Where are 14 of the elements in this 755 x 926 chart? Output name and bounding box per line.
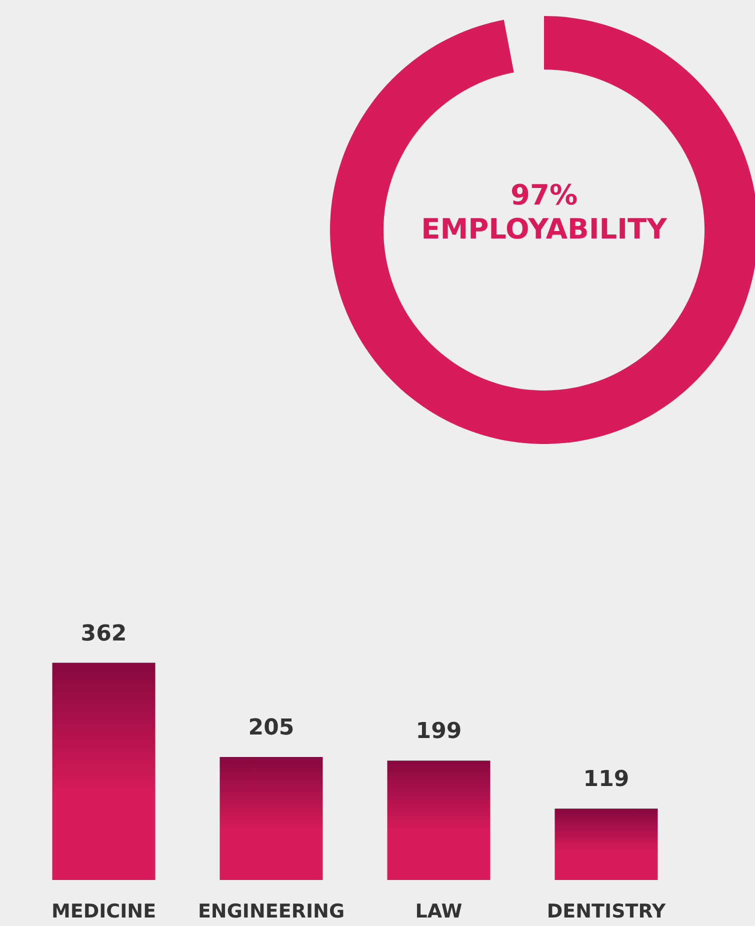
bar bbox=[220, 757, 323, 880]
data-label: 205 bbox=[248, 716, 294, 740]
text: 97% bbox=[510, 178, 578, 212]
bar bbox=[387, 760, 490, 880]
data-label: 362 bbox=[80, 621, 127, 646]
x-tick-label: MEDICINE bbox=[51, 900, 156, 922]
data-label: 199 bbox=[416, 719, 462, 744]
x-tick-label: DENTISTRY bbox=[546, 900, 666, 922]
data-label: 119 bbox=[583, 767, 630, 792]
x-tick-label: LAW bbox=[415, 900, 462, 922]
bar bbox=[554, 808, 658, 880]
bar bbox=[52, 662, 156, 880]
x-tick-label: ENGINEERING bbox=[198, 900, 345, 922]
text: EMPLOYABILITY bbox=[421, 212, 668, 246]
